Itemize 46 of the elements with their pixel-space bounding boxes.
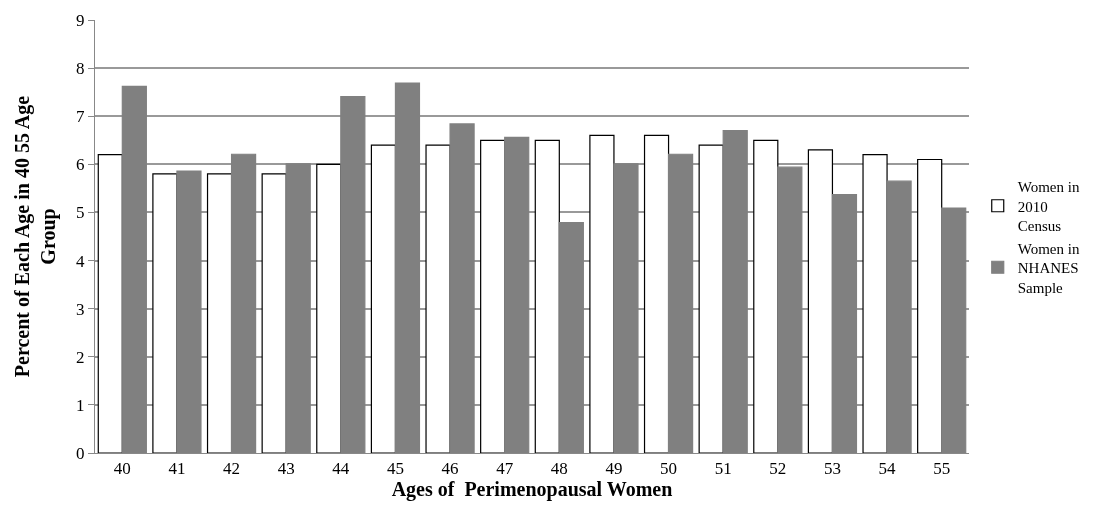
y-tick-label: 2 [76, 347, 85, 367]
x-tick-label: 48 [550, 459, 568, 479]
bar [97, 154, 123, 453]
y-tick-label: 9 [76, 10, 85, 30]
x-tick-label: 49 [605, 459, 623, 479]
bar [316, 163, 342, 453]
y-tick-label: 3 [76, 299, 85, 319]
x-tick-label: 55 [933, 459, 951, 479]
x-tick-label: 50 [660, 459, 678, 479]
x-tick-label: 54 [878, 459, 897, 479]
legend-label: Women in 2010 Census [1017, 179, 1080, 235]
x-axis-title: Ages of Perimenopausal Women [391, 478, 673, 502]
bar [917, 158, 943, 453]
bar [480, 139, 506, 453]
y-axis-title: Percent of Each Age in 40 55 Age Group [10, 95, 60, 378]
bar [425, 144, 451, 453]
y-tick-label: 4 [76, 251, 86, 271]
bar [534, 139, 560, 453]
x-tick-label: 40 [113, 459, 131, 479]
x-tick-label: 44 [332, 459, 350, 479]
y-tick-label: 7 [76, 107, 86, 127]
y-tick-label: 5 [76, 203, 85, 223]
bar [807, 149, 834, 453]
x-tick-label: 51 [714, 459, 732, 479]
bar [643, 134, 670, 453]
x-tick-label: 53 [823, 459, 841, 479]
bar [753, 139, 779, 453]
bar [206, 173, 233, 453]
x-tick-label: 41 [168, 459, 186, 479]
y-tick-label: 0 [76, 443, 85, 463]
bar [698, 144, 724, 453]
legend-label: Women in NHANES Sample [1017, 240, 1080, 296]
y-tick-label: 6 [76, 155, 85, 175]
y-tick-label: 1 [76, 395, 85, 415]
bar [261, 173, 287, 453]
bar [152, 173, 178, 453]
x-tick-label: 45 [386, 459, 404, 479]
x-tick-label: 43 [277, 459, 295, 479]
x-tick-label: 52 [769, 459, 787, 479]
x-tick-label: 47 [496, 459, 514, 479]
x-tick-label: 42 [223, 459, 241, 479]
bar [370, 144, 397, 453]
x-tick-label: 46 [441, 459, 459, 479]
y-tick-label: 8 [76, 59, 85, 79]
bar [862, 154, 888, 453]
bar [589, 134, 615, 453]
